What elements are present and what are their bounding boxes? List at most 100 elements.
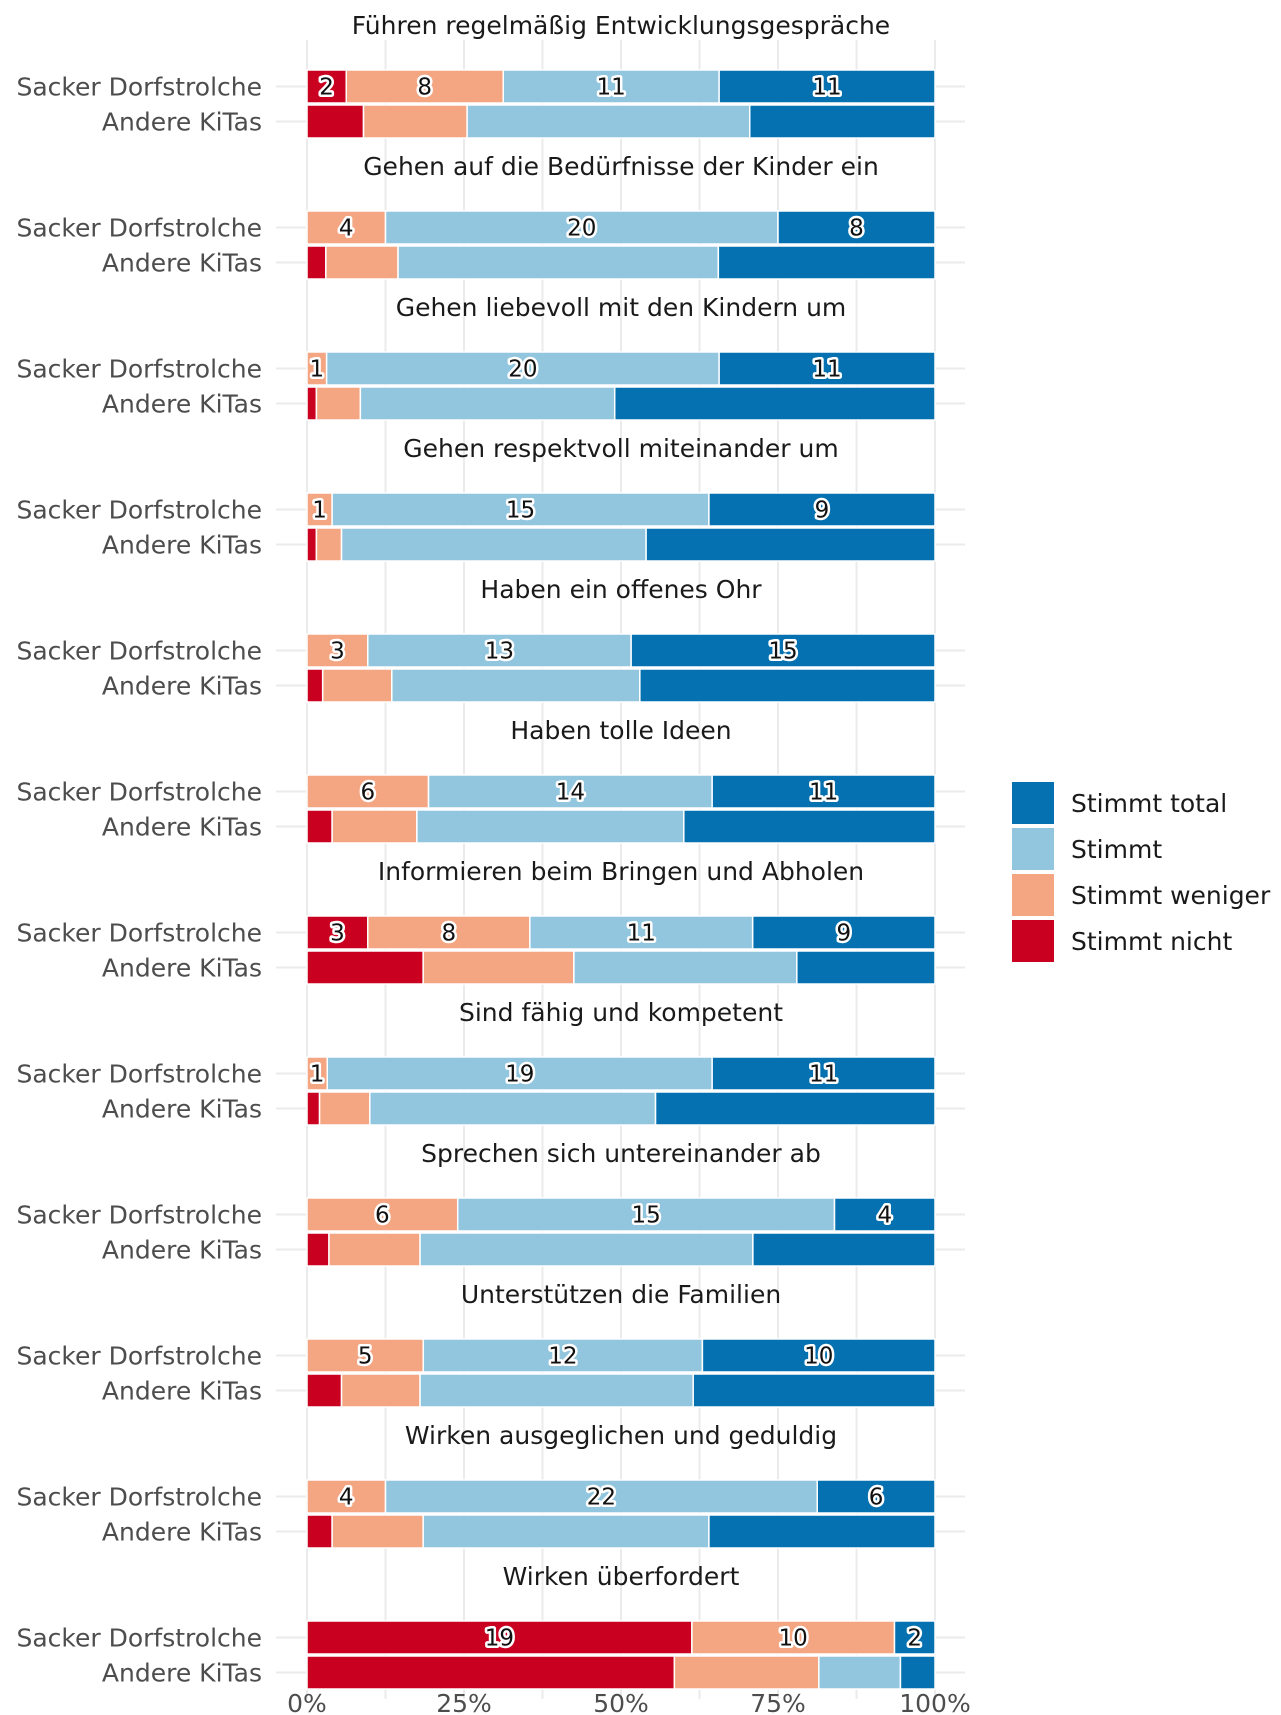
- row-label: Andere KiTas: [102, 249, 262, 278]
- bar-segment: [777, 210, 936, 245]
- legend-swatch: [1012, 920, 1054, 962]
- row-label: Andere KiTas: [102, 672, 262, 701]
- row-label: Sacker Dorfstrolche: [16, 637, 262, 666]
- segment-label: 6: [869, 1485, 884, 1511]
- bar-segment: [306, 809, 333, 844]
- panel-title: Gehen auf die Bedürfnisse der Kinder ein: [363, 152, 879, 181]
- row-label: Andere KiTas: [102, 1659, 262, 1688]
- bar-segment: [306, 527, 318, 562]
- row-label: Sacker Dorfstrolche: [16, 919, 262, 948]
- bar-segment: [416, 809, 685, 844]
- segment-label: 8: [417, 75, 432, 101]
- bar-segment: [362, 104, 468, 139]
- bar-segment: [340, 1373, 421, 1408]
- bar-segment: [306, 386, 318, 421]
- segment-label: 10: [779, 1626, 808, 1652]
- bar-segment: [384, 210, 779, 245]
- row-label: Sacker Dorfstrolche: [16, 778, 262, 807]
- bar-segment: [752, 1232, 936, 1267]
- bar-segment: [325, 351, 720, 386]
- bar-segment: [893, 1620, 936, 1655]
- bar-segment: [306, 774, 430, 809]
- bar-segment: [306, 1373, 343, 1408]
- bar-segment: [306, 1232, 330, 1267]
- row-label: Sacker Dorfstrolche: [16, 1201, 262, 1230]
- panel-title: Haben ein offenes Ohr: [480, 575, 762, 604]
- bar-segment: [306, 668, 324, 703]
- legend-label: Stimmt weniger: [1071, 881, 1271, 910]
- facet-panel: Unterstützen die Familien Sacker Dorfstro…: [16, 1280, 965, 1408]
- bar-segment: [673, 1655, 820, 1690]
- panel-title: Gehen liebevoll mit den Kindern um: [396, 293, 847, 322]
- bar-segment: [422, 1338, 704, 1373]
- bar-segment: [573, 950, 798, 985]
- row-label: Andere KiTas: [102, 954, 262, 983]
- segment-label: 15: [506, 498, 535, 524]
- facet-panel: Sprechen sich untereinander ab Sacker Dor…: [16, 1139, 965, 1267]
- legend-swatch: [1012, 828, 1054, 870]
- row-label: Andere KiTas: [102, 1236, 262, 1265]
- legend-label: Stimmt total: [1071, 789, 1227, 818]
- bar-segment: [422, 950, 575, 985]
- segment-label: 2: [319, 75, 334, 101]
- x-tick-label: 0%: [287, 1689, 327, 1715]
- row-label: Sacker Dorfstrolche: [16, 1342, 262, 1371]
- bar-segment: [306, 1655, 676, 1690]
- row-label: Sacker Dorfstrolche: [16, 1483, 262, 1512]
- facet-panel: Gehen respektvoll miteinander um Sacker D…: [16, 434, 965, 562]
- facet-panel: Informieren beim Bringen und Abholen Sack…: [16, 857, 965, 985]
- row-label: Andere KiTas: [102, 531, 262, 560]
- legend-label: Stimmt nicht: [1071, 927, 1232, 956]
- segment-label: 14: [556, 780, 585, 806]
- segment-label: 2: [907, 1626, 922, 1652]
- facet-panel: Gehen liebevoll mit den Kindern um Sacker…: [16, 293, 965, 421]
- bar-segment: [331, 492, 710, 527]
- panel-title: Führen regelmäßig Entwicklungsgespräche: [352, 11, 890, 40]
- row-label: Sacker Dorfstrolche: [16, 1624, 262, 1653]
- bar-segment: [306, 1479, 387, 1514]
- segment-label: 6: [360, 780, 375, 806]
- x-tick-label: 25%: [436, 1689, 492, 1715]
- segment-label: 15: [768, 639, 797, 665]
- facet-panel: Wirken überfordert Sacker Dorfstrolche 19 1…: [16, 1562, 965, 1690]
- panel-title: Wirken ausgeglichen und geduldig: [405, 1421, 837, 1450]
- bar-segment: [613, 386, 936, 421]
- bar-segment: [502, 69, 720, 104]
- segment-label: 11: [597, 75, 626, 101]
- bar-segment: [359, 386, 616, 421]
- x-tick-label: 100%: [899, 1689, 970, 1715]
- bar-segment: [529, 915, 754, 950]
- row-label: Sacker Dorfstrolche: [16, 355, 262, 384]
- bar-segment: [718, 69, 936, 104]
- bar-segment: [701, 1338, 936, 1373]
- bar-segment: [367, 633, 632, 668]
- bar-segment: [711, 774, 936, 809]
- row-label: Sacker Dorfstrolche: [16, 1060, 262, 1089]
- bar-segment: [315, 527, 343, 562]
- panel-title: Unterstützen die Familien: [461, 1280, 781, 1309]
- segment-label: 20: [567, 216, 596, 242]
- segment-label: 5: [358, 1344, 373, 1370]
- row-label: Andere KiTas: [102, 813, 262, 842]
- segment-label: 1: [310, 1062, 325, 1088]
- row-label: Andere KiTas: [102, 1377, 262, 1406]
- bar-segment: [306, 245, 327, 280]
- bar-segment: [683, 809, 936, 844]
- bar-segment: [708, 1514, 936, 1549]
- bar-segment: [692, 1373, 936, 1408]
- segment-label: 4: [339, 216, 354, 242]
- row-label: Andere KiTas: [102, 108, 262, 137]
- segment-label: 22: [587, 1485, 616, 1511]
- row-label: Andere KiTas: [102, 390, 262, 419]
- segment-label: 19: [505, 1062, 534, 1088]
- segment-label: 9: [837, 921, 852, 947]
- facet-panel: Haben ein offenes Ohr Sacker Dorfstrolche…: [16, 575, 965, 703]
- bar-segment: [899, 1655, 936, 1690]
- bar-segment: [397, 245, 720, 280]
- legend-swatch: [1012, 874, 1054, 916]
- bar-segment: [306, 104, 365, 139]
- bar-segment: [318, 1091, 371, 1126]
- panel-title: Sind fähig und kompetent: [459, 998, 783, 1027]
- segment-label: 13: [485, 639, 514, 665]
- panel-title: Gehen respektvoll miteinander um: [403, 434, 838, 463]
